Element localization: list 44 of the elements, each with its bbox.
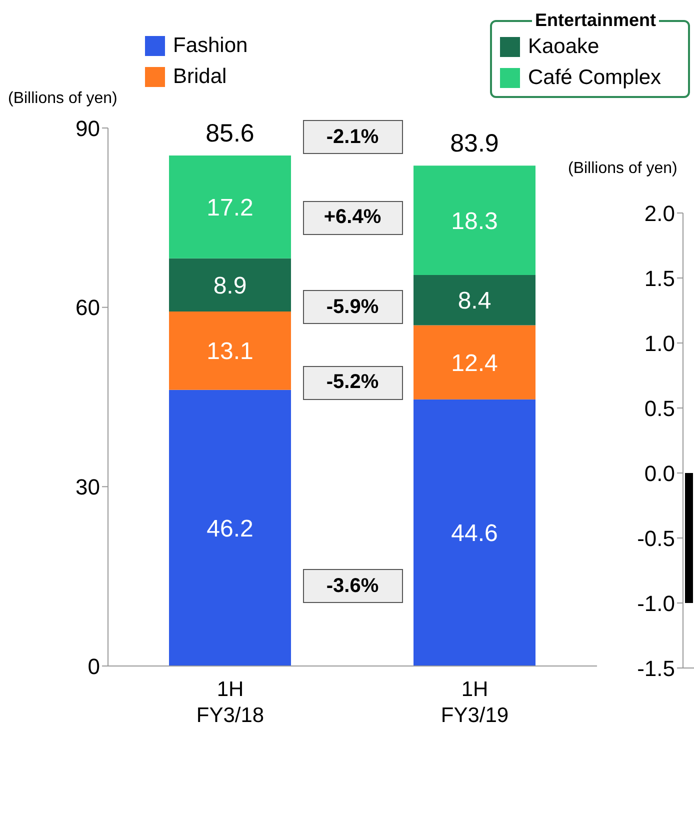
y-tick-label: -1.5 <box>637 656 675 681</box>
data-label: 44.6 <box>451 520 498 548</box>
y-tick-label: 2.0 <box>644 200 675 226</box>
annotation: -5.2% <box>302 366 402 400</box>
total-label: 83.9 <box>450 130 499 158</box>
annotation: -2.1% <box>302 120 402 154</box>
data-label: 18.3 <box>451 208 498 235</box>
bar <box>414 399 536 666</box>
bar <box>169 312 291 390</box>
y-tick-label: 1.0 <box>644 330 675 356</box>
annotation: -3.6% <box>302 569 402 604</box>
annotation: -5.9% <box>302 290 402 324</box>
bar <box>169 258 291 312</box>
y-tick-label: 30 <box>76 474 100 500</box>
x-tick-label: 1H FY3/18 <box>196 678 264 727</box>
bar <box>169 156 291 258</box>
annotation: +6.4% <box>302 200 402 235</box>
total-label: 85.6 <box>206 120 254 148</box>
legend-label: Fashion <box>172 32 248 58</box>
bar <box>169 390 291 666</box>
bar <box>414 275 536 326</box>
y-tick-label: -0.5 <box>637 526 675 551</box>
y-tick-label: 0.0 <box>644 460 675 486</box>
y-tick-label: 0.5 <box>644 396 675 421</box>
y-tick-label: 1.5 <box>644 266 675 291</box>
y-axis-title: (Billions of yen) <box>8 90 118 108</box>
data-label: 13.1 <box>206 338 254 366</box>
legend-title: Entertainment <box>532 10 660 31</box>
y-axis-title: (Billions of yen) <box>568 160 678 178</box>
legend-label: Kaoake <box>527 34 600 60</box>
bar <box>414 166 536 276</box>
data-label: 8.9 <box>213 272 247 300</box>
y-tick-label: 0 <box>88 654 100 679</box>
bar <box>414 325 536 400</box>
data-label: 12.4 <box>451 350 498 377</box>
data-label: 17.2 <box>206 194 254 222</box>
data-label: 8.4 <box>458 288 492 315</box>
y-tick-label: -1.0 <box>637 590 675 616</box>
y-tick-label: 60 <box>76 295 100 320</box>
legend-label: Bridal <box>172 64 228 90</box>
x-tick-label: 1H FY3/19 <box>440 678 509 727</box>
legend-label: Café Complex <box>527 64 662 90</box>
y-tick-label: 90 <box>76 116 100 141</box>
data-label: 46.2 <box>206 515 254 542</box>
